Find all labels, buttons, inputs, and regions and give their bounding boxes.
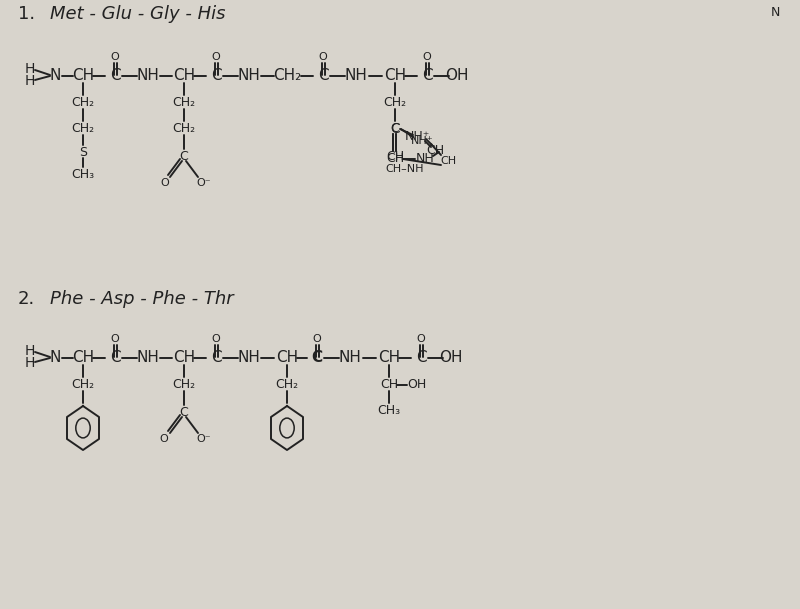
Text: CH: CH — [384, 68, 406, 83]
Text: Met - Glu - Gly - His: Met - Glu - Gly - His — [50, 5, 226, 23]
Text: C: C — [210, 351, 222, 365]
Text: O: O — [161, 178, 170, 188]
Text: OH: OH — [446, 68, 469, 83]
Text: CH: CH — [386, 150, 404, 163]
Text: C: C — [311, 351, 322, 365]
Text: C: C — [110, 68, 120, 83]
Text: CH₂: CH₂ — [383, 96, 406, 110]
Text: CH₂: CH₂ — [173, 96, 195, 110]
Text: NH⁺: NH⁺ — [404, 130, 430, 144]
Text: O: O — [160, 434, 168, 444]
Text: S: S — [79, 146, 87, 158]
Text: CH–NH: CH–NH — [386, 164, 424, 174]
Text: CH: CH — [276, 351, 298, 365]
Text: NH: NH — [345, 68, 367, 83]
Text: CH: CH — [386, 152, 404, 166]
Text: C: C — [180, 149, 188, 163]
Text: CH: CH — [378, 351, 400, 365]
Text: NH: NH — [238, 68, 261, 83]
Text: CH₂: CH₂ — [173, 379, 195, 392]
Text: H: H — [25, 344, 35, 358]
Text: OH: OH — [407, 379, 426, 392]
Text: C: C — [180, 406, 188, 418]
Text: CH₂: CH₂ — [71, 122, 94, 135]
Text: CH: CH — [173, 351, 195, 365]
Text: H: H — [25, 74, 35, 88]
Text: CH₂: CH₂ — [71, 96, 94, 110]
Text: CH₂: CH₂ — [173, 122, 195, 135]
Text: C: C — [318, 68, 328, 83]
Text: C: C — [390, 122, 400, 136]
Text: CH: CH — [72, 351, 94, 365]
Text: O: O — [212, 334, 220, 344]
Text: NH: NH — [137, 68, 159, 83]
Text: C: C — [422, 68, 432, 83]
Text: CH₃: CH₃ — [378, 404, 401, 417]
Text: CH₃: CH₃ — [71, 167, 94, 180]
Text: O: O — [318, 52, 327, 62]
Text: 1.: 1. — [18, 5, 35, 23]
Text: H: H — [25, 356, 35, 370]
Text: CH: CH — [426, 144, 444, 158]
Text: O: O — [422, 52, 431, 62]
Text: N: N — [770, 5, 780, 18]
Text: O: O — [417, 334, 426, 344]
Text: 2.: 2. — [18, 290, 35, 308]
Text: C: C — [210, 68, 222, 83]
Text: N: N — [50, 351, 61, 365]
Text: NH: NH — [338, 351, 362, 365]
Text: CH: CH — [173, 68, 195, 83]
Text: O: O — [110, 52, 119, 62]
Text: CH₂: CH₂ — [273, 68, 301, 83]
Text: O: O — [313, 334, 322, 344]
Text: NH: NH — [238, 351, 261, 365]
Text: N: N — [50, 68, 61, 83]
Text: C: C — [110, 351, 120, 365]
Text: CH: CH — [440, 156, 456, 166]
Text: CH: CH — [380, 379, 398, 392]
Text: O: O — [212, 52, 220, 62]
Text: NH: NH — [416, 152, 434, 166]
Text: O⁻: O⁻ — [197, 434, 211, 444]
Text: CH: CH — [72, 68, 94, 83]
Text: H: H — [25, 62, 35, 76]
Text: CH₂: CH₂ — [275, 379, 298, 392]
Text: O: O — [110, 334, 119, 344]
Text: NH: NH — [137, 351, 159, 365]
Text: C: C — [390, 122, 399, 135]
Text: OH: OH — [439, 351, 462, 365]
Text: O⁻: O⁻ — [197, 178, 211, 188]
Text: NH⁺: NH⁺ — [410, 136, 434, 146]
Text: C: C — [416, 351, 426, 365]
Text: Phe - Asp - Phe - Thr: Phe - Asp - Phe - Thr — [50, 290, 234, 308]
Text: CH₂: CH₂ — [71, 379, 94, 392]
